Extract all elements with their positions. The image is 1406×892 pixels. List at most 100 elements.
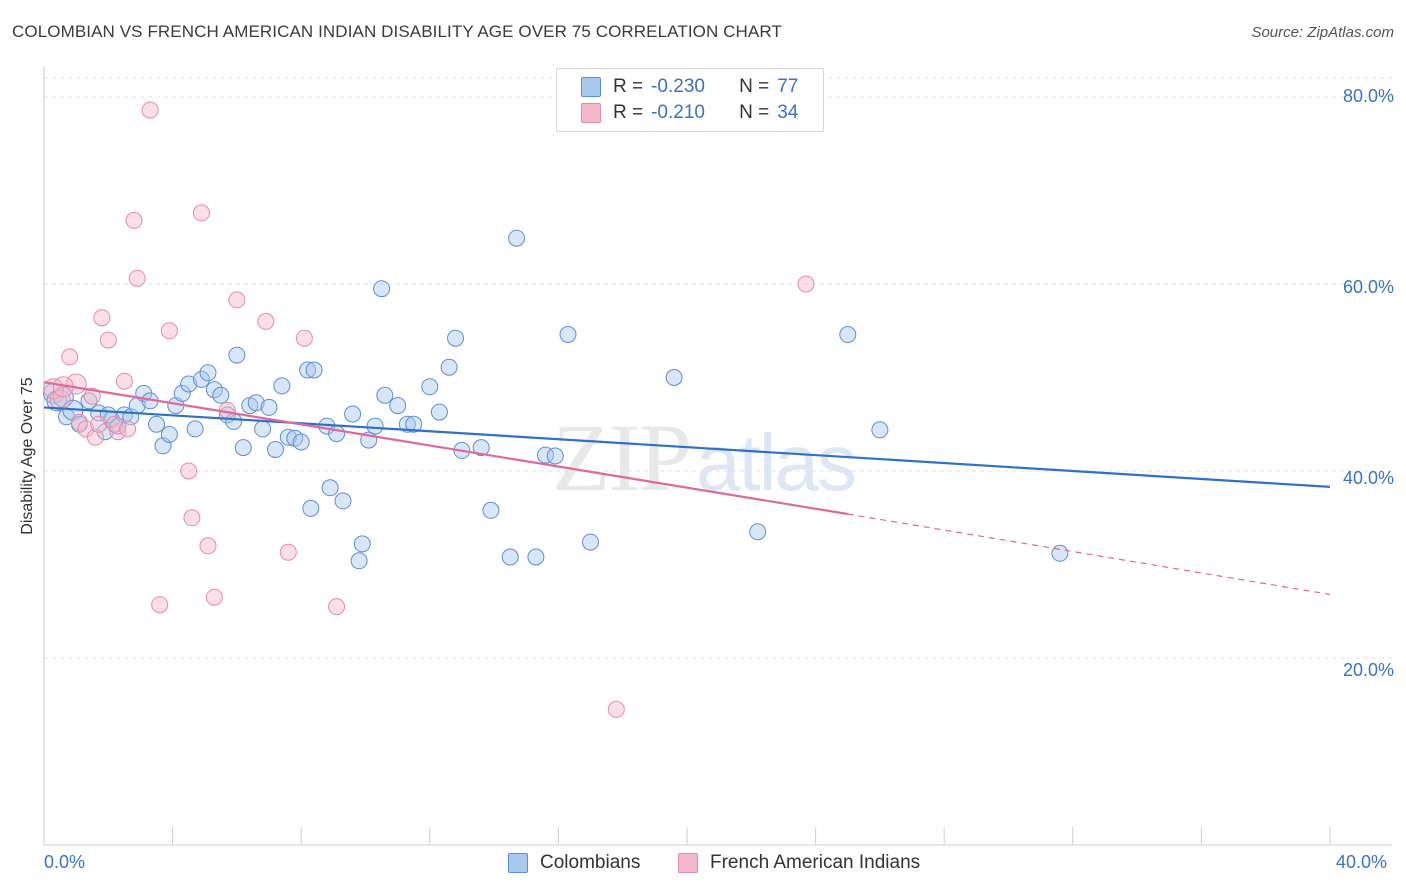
legend-n-value: 77 — [777, 76, 799, 97]
legend-r-label: R = — [613, 102, 644, 123]
colombians-point — [373, 280, 391, 298]
colombians-point — [173, 384, 191, 402]
colombians-point — [839, 326, 857, 343]
french-american-indians-point — [295, 329, 313, 347]
french-american-indians-point — [70, 413, 88, 431]
axes — [43, 66, 1392, 846]
french-american-indians-point — [119, 420, 137, 438]
y-tick-label: 60.0% — [1342, 277, 1394, 297]
colombians-point — [305, 361, 323, 379]
french-american-indians-point — [90, 415, 108, 433]
colombians-point — [180, 375, 198, 393]
chart-title: COLOMBIAN VS FRENCH AMERICAN INDIAN DISA… — [12, 22, 782, 41]
colombians-point — [186, 420, 204, 438]
colombians-point — [228, 346, 246, 364]
colombians-point — [193, 370, 210, 388]
y-tick-label: 20.0% — [1342, 660, 1394, 680]
legend-row-french-american-indians: R = -0.210 N = 34 — [581, 101, 798, 125]
colombians-point — [148, 415, 165, 433]
colombians-point — [292, 433, 310, 451]
colombians-point — [389, 397, 407, 415]
french-american-indians-point — [93, 309, 111, 327]
colombians-point — [328, 425, 346, 443]
colombians-point — [527, 548, 545, 566]
french-american-indians-point — [199, 537, 217, 555]
y-tick-label: 40.0% — [1342, 468, 1394, 488]
colombians-point — [665, 369, 683, 386]
legend-row-colombians: R = -0.230 N = 77 — [581, 75, 798, 99]
source-label: Source: ZipAtlas.com — [1251, 24, 1394, 41]
colombians-point — [398, 415, 416, 433]
french-american-indians-point — [115, 372, 133, 390]
french-american-indians-point — [61, 348, 79, 366]
legend-swatch — [508, 853, 528, 873]
french-american-indians-trend-line — [43, 381, 848, 516]
french-american-indians-point — [160, 322, 178, 340]
legend-item-label: French American Indians — [710, 852, 921, 873]
colombians-point — [440, 358, 458, 376]
colombians-point — [482, 501, 500, 519]
x-tick-label: 0.0% — [44, 852, 86, 872]
french-american-indians-point — [106, 415, 124, 433]
french-american-indians-point — [328, 598, 346, 616]
watermark-zip: ZIP — [552, 404, 692, 511]
colombians-point — [80, 392, 98, 410]
colombians-point — [508, 229, 526, 247]
colombians-point — [749, 523, 767, 541]
colombians-point — [472, 439, 490, 457]
colombians-point — [366, 417, 384, 435]
legend: R = -0.230 N = 77 R = -0.210 N = 34 — [556, 68, 824, 132]
french-american-indians-point — [218, 401, 236, 419]
watermark-atlas: atlas — [696, 418, 857, 507]
colombians-point — [260, 398, 278, 416]
colombians-point — [353, 535, 371, 553]
x-tick-label: 40.0% — [1336, 852, 1388, 872]
french-american-indians-point — [141, 101, 159, 119]
legend-r-value: -0.210 — [651, 102, 705, 123]
colombians-point — [199, 364, 217, 382]
legend-swatch — [581, 103, 601, 123]
colombians-trend-line — [43, 406, 1331, 488]
colombians-point — [212, 386, 230, 404]
colombians-point — [447, 329, 464, 347]
colombians-point — [582, 533, 599, 551]
french-american-indians-point — [205, 588, 223, 606]
colombians-point — [234, 439, 252, 457]
legend-item-colombians[interactable]: Colombians — [508, 852, 640, 874]
french-american-indians-point — [151, 596, 169, 614]
colombians-point — [160, 426, 178, 443]
colombians-point — [421, 378, 439, 396]
colombians-point — [344, 405, 362, 423]
colombians-point — [546, 447, 564, 465]
french-american-indians-point — [180, 462, 198, 480]
french-american-indians-point — [125, 211, 143, 229]
colombians-point — [267, 441, 284, 458]
trend-lines — [43, 381, 1331, 596]
colombians-point — [430, 403, 448, 421]
colombians-point — [299, 361, 317, 379]
french-american-indians-point — [193, 204, 210, 222]
colombians-point — [405, 415, 423, 433]
french-american-indians-point — [86, 428, 104, 446]
legend-item-label: Colombians — [540, 852, 641, 873]
french-american-indians-point — [228, 291, 246, 309]
legend-swatch — [678, 853, 698, 873]
french-american-indians-point — [797, 275, 815, 293]
watermark: ZIPatlas — [552, 402, 857, 513]
colombians-point — [350, 552, 368, 570]
french-american-indians-point — [49, 389, 71, 411]
legend-item-french-american-indians[interactable]: French American Indians — [678, 852, 920, 874]
y-tick-label: 80.0% — [1342, 86, 1394, 106]
legend-r-value: -0.230 — [651, 76, 705, 97]
french-american-indians-point — [128, 269, 146, 287]
colombians-point — [334, 492, 352, 510]
french-american-indians-point — [279, 543, 297, 561]
legend-n-label: N = — [739, 76, 770, 97]
french-american-indians-point — [183, 509, 201, 527]
french-american-indians-point — [607, 700, 625, 718]
legend-n-value: 34 — [777, 102, 799, 123]
colombians-point — [321, 479, 339, 497]
colombians-point — [273, 377, 291, 395]
series-legend: Colombians French American Indians — [0, 852, 1406, 878]
